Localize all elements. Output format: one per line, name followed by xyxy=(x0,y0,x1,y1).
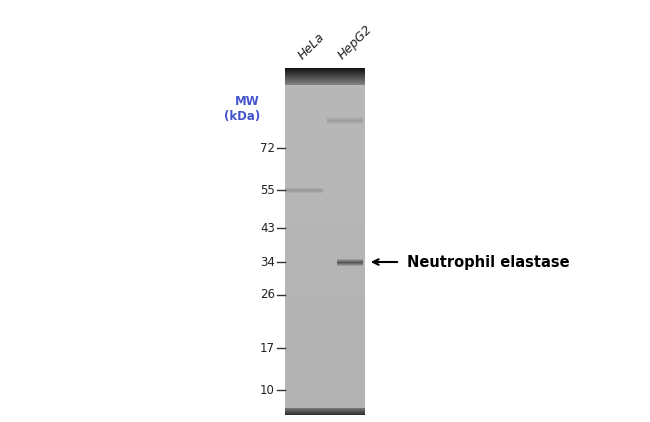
Text: HeLa: HeLa xyxy=(296,30,328,62)
Text: Neutrophil elastase: Neutrophil elastase xyxy=(407,254,569,270)
Text: 55: 55 xyxy=(260,184,275,197)
Text: 10: 10 xyxy=(260,384,275,397)
Text: 43: 43 xyxy=(260,222,275,235)
Text: 26: 26 xyxy=(260,289,275,301)
Text: 72: 72 xyxy=(260,141,275,154)
Text: 17: 17 xyxy=(260,341,275,354)
Text: MW
(kDa): MW (kDa) xyxy=(224,95,260,123)
Text: HepG2: HepG2 xyxy=(336,23,375,62)
Text: 34: 34 xyxy=(260,255,275,268)
